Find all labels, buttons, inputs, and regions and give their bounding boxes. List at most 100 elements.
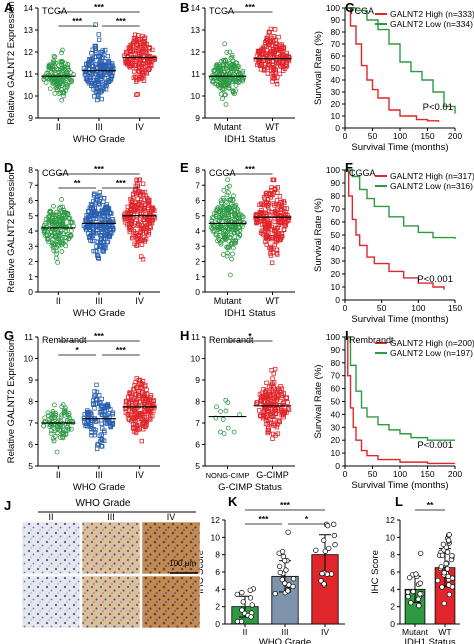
data-point (51, 53, 57, 59)
data-point (64, 419, 70, 425)
data-point (232, 230, 238, 236)
y-tick-label: 4 (390, 584, 395, 594)
data-point (94, 78, 99, 83)
y-tick-label: 10 (24, 354, 34, 364)
data-point (141, 417, 146, 423)
data-point (99, 421, 104, 426)
data-point (228, 241, 234, 247)
data-point (54, 84, 60, 90)
data-point (94, 396, 100, 402)
data-point (279, 576, 285, 583)
dataset-label: TCGA (349, 6, 374, 16)
data-point (93, 216, 99, 222)
data-point (222, 203, 228, 209)
x-tick-label: IV (135, 122, 144, 132)
y-tick-label: 40 (331, 75, 341, 85)
data-point (134, 243, 139, 248)
data-point (107, 78, 113, 84)
y-tick-label: 0 (335, 461, 340, 471)
micrograph-iii-1 (81, 521, 141, 575)
data-point (221, 187, 227, 193)
y-tick-label: 8 (195, 397, 200, 407)
data-point (230, 251, 235, 257)
data-point (83, 421, 89, 426)
data-point (85, 61, 91, 66)
histology-column-label: II (48, 512, 53, 522)
panel-letter-b: B (180, 0, 189, 15)
legend-label: GALNT2 Low (n=197) (390, 348, 473, 358)
data-point (93, 48, 98, 53)
data-point (98, 243, 103, 248)
x-tick-label: 50 (368, 469, 378, 479)
data-point (50, 232, 56, 238)
group-mutant (208, 177, 247, 278)
data-point (220, 417, 226, 422)
y-tick-label: 8 (28, 397, 33, 407)
data-point (133, 403, 139, 408)
data-point (277, 388, 282, 394)
group-ii (41, 47, 76, 103)
data-point (58, 204, 64, 210)
significance-stars: *** (280, 500, 291, 510)
data-point (96, 60, 102, 65)
x-tick-label: 50 (368, 131, 378, 141)
data-point (110, 420, 116, 426)
data-point (99, 73, 104, 79)
data-point (59, 50, 64, 56)
data-point (259, 62, 264, 67)
data-point (102, 438, 107, 444)
legend-label: GALNT2 Low (n=334) (390, 19, 473, 29)
data-point (445, 573, 451, 580)
data-point (126, 412, 131, 417)
data-point (46, 220, 52, 226)
data-point (221, 86, 227, 92)
data-point (68, 228, 74, 234)
data-point (274, 396, 280, 402)
data-point (56, 213, 62, 218)
data-point (96, 62, 102, 68)
data-point (146, 230, 152, 235)
data-point (247, 587, 253, 593)
data-point (249, 602, 255, 608)
data-point (145, 397, 151, 402)
y-tick-label: 8 (390, 550, 395, 560)
data-point (136, 404, 141, 409)
group-iv (122, 32, 157, 98)
data-point (53, 412, 59, 418)
x-tick-label: 200 (448, 131, 462, 141)
group-wt (253, 26, 292, 87)
data-point (91, 401, 96, 406)
data-point (137, 60, 143, 65)
data-point (57, 435, 63, 440)
y-tick-label: 10 (191, 91, 201, 101)
data-point (276, 563, 283, 570)
data-point (227, 205, 232, 211)
x-tick-label: III (95, 122, 103, 132)
data-point (224, 61, 230, 67)
data-point (55, 235, 60, 241)
data-point (59, 404, 65, 409)
data-point (268, 195, 274, 200)
data-point (41, 423, 47, 429)
data-point (261, 214, 266, 219)
data-point (139, 381, 145, 387)
y-tick-label: 6 (195, 196, 200, 206)
data-point (263, 239, 268, 245)
group-iv (122, 177, 158, 262)
data-point (277, 402, 282, 408)
data-point (269, 381, 275, 386)
significance-stars: * (76, 345, 80, 355)
data-point (235, 206, 240, 212)
y-tick-label: 10 (24, 91, 34, 101)
data-point (227, 272, 233, 278)
y-tick-label: 90 (331, 15, 341, 25)
data-point (272, 590, 278, 597)
data-point (106, 79, 111, 85)
data-point (141, 426, 146, 432)
data-point (257, 51, 262, 57)
data-point (265, 228, 271, 234)
data-point (86, 209, 91, 214)
data-point (134, 42, 139, 47)
